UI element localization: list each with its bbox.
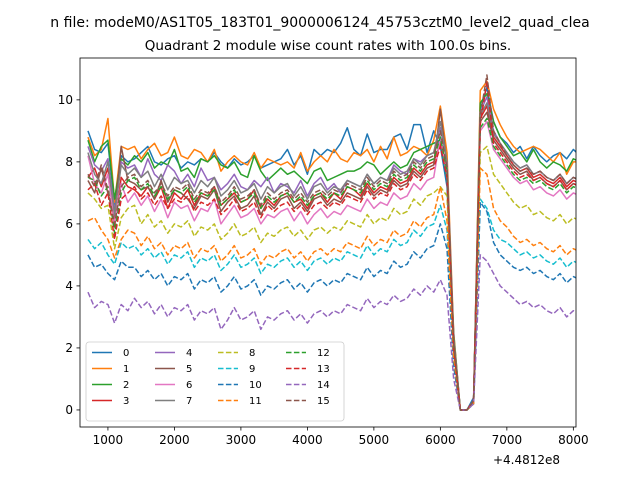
x-tick-label: 5000 (359, 433, 390, 447)
x-tick-label: 6000 (425, 433, 456, 447)
series-line-10 (87, 201, 576, 411)
plot-area (87, 74, 576, 411)
legend-box (85, 341, 345, 422)
y-tick-label: 4 (65, 279, 73, 293)
y-tick-label: 6 (65, 217, 73, 231)
series-line-9 (87, 198, 576, 411)
legend-label-12: 12 (317, 348, 330, 359)
x-offset-label: +4.4812e8 (493, 453, 560, 467)
x-tick-label: 1000 (93, 433, 124, 447)
legend-label-11: 11 (249, 396, 262, 407)
legend-label-8: 8 (249, 348, 255, 359)
x-tick-label: 4000 (292, 433, 323, 447)
x-tick-label: 3000 (226, 433, 257, 447)
legend-label-2: 2 (123, 380, 129, 391)
legend-label-14: 14 (317, 380, 330, 391)
series-line-7 (87, 102, 576, 411)
legend-label-1: 1 (123, 364, 129, 375)
legend-label-3: 3 (123, 396, 129, 407)
legend-label-13: 13 (317, 364, 330, 375)
series-line-12 (87, 117, 576, 411)
x-tick-label: 7000 (492, 433, 523, 447)
y-tick-label: 2 (65, 341, 73, 355)
legend-label-15: 15 (317, 396, 330, 407)
y-tick-label: 0 (65, 403, 73, 417)
series-line-1 (87, 80, 576, 411)
legend-label-9: 9 (249, 364, 255, 375)
series-line-13 (87, 80, 576, 411)
series-line-14 (87, 254, 576, 411)
y-tick-label: 10 (58, 93, 73, 107)
x-tick-label: 2000 (159, 433, 190, 447)
chart-title: Quadrant 2 module wise count rates with … (145, 38, 511, 54)
x-tick-label: 8000 (558, 433, 589, 447)
series-line-11 (87, 167, 576, 411)
y-tick-label: 8 (65, 155, 73, 169)
legend-label-7: 7 (186, 396, 192, 407)
legend-label-10: 10 (249, 380, 262, 391)
axes-frame (79, 57, 577, 428)
series-line-15 (87, 74, 576, 411)
legend-label-4: 4 (186, 348, 192, 359)
series-line-2 (87, 92, 576, 411)
series-line-8 (87, 145, 576, 411)
legend-label-5: 5 (186, 364, 192, 375)
series-line-6 (87, 120, 576, 411)
series-line-0 (87, 86, 576, 411)
figure-suptitle: n file: modeM0/AS1T05_183T01_9000006124_… (50, 15, 589, 31)
legend-label-6: 6 (186, 380, 192, 391)
legend-label-0: 0 (123, 348, 129, 359)
